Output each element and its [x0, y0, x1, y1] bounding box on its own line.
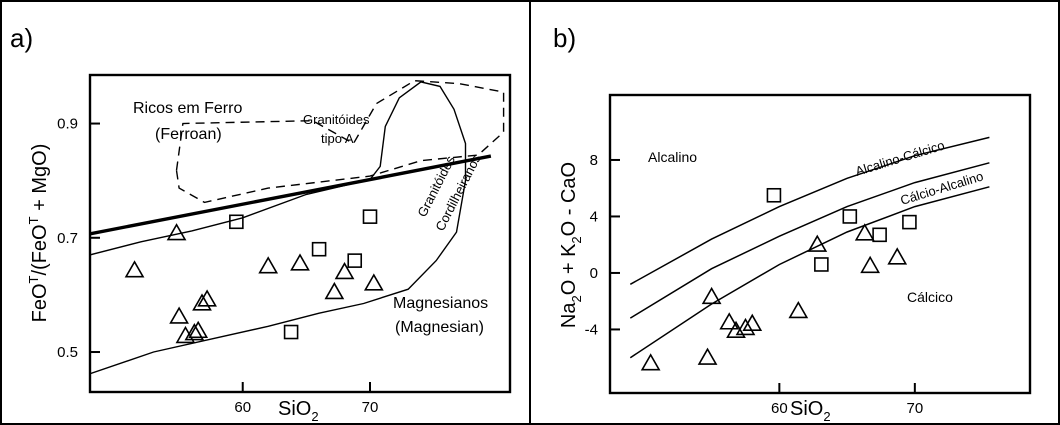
panel-b-ticks: 8 4 0 -4 60 70 — [585, 152, 924, 417]
panel-b-y-tick-label: -4 — [585, 321, 598, 338]
panel-b-square-point — [902, 214, 917, 230]
panel-a-triangle-point — [258, 256, 279, 274]
annotation-alcalino: Alcalino — [648, 149, 697, 165]
panel-a-x-tick-label: 60 — [234, 399, 251, 416]
annotation-alcalino-calcico: Alcalino-Cálcico — [853, 137, 946, 178]
panel-a-square-point — [347, 253, 363, 268]
panel-a-triangle-point — [363, 273, 384, 291]
panel-b-triangle-point — [788, 300, 809, 319]
annotation-magnesian: (Magnesian) — [395, 319, 484, 336]
panel-b-triangle-point — [701, 286, 722, 305]
panel-b-triangle-point — [640, 353, 661, 371]
ferroan-magnesian-boundary — [90, 154, 492, 236]
panel-a-triangle-point — [192, 293, 212, 311]
panel-a-square-point — [283, 324, 299, 340]
boundary-curve-calcio-alcalino — [629, 186, 990, 359]
panel-b: b) 8 4 0 -4 60 70 Alcalino Alcalino-Cálcico C… — [553, 23, 1032, 424]
panel-b-triangle-point — [854, 223, 875, 241]
panel-a-fields — [90, 79, 505, 375]
panel-b-triangle-point — [860, 255, 881, 274]
panel-a-y-tick-label: 0.5 — [57, 344, 78, 361]
panel-a-square-point — [362, 209, 378, 224]
panel-a-x-axis-label: SiO2 — [278, 398, 319, 424]
panel-b-y-axis-label: Na2O + K2O - CaO — [558, 162, 584, 328]
panel-a-triangle-point — [175, 325, 196, 344]
boundary-curve-alcalino-calcico — [629, 162, 990, 319]
panel-a-triangle-point — [124, 260, 145, 278]
panel-a-y-axis-label: FeOT/(FeOT + MgO) — [26, 144, 51, 323]
annotation-ricos-em-ferro: Ricos em Ferro — [133, 100, 242, 117]
panel-b-y-tick-label: 0 — [590, 265, 598, 282]
panel-b-points — [640, 187, 917, 371]
panel-b-y-tick-label: 4 — [590, 208, 598, 225]
panel-b-square-point — [872, 227, 887, 243]
panel-a-triangle-point — [169, 306, 189, 324]
annotation-granitoides-tipo-a-2: tipo A — [321, 131, 354, 146]
panel-b-triangle-point — [697, 347, 718, 365]
panel-a-triangle-point — [334, 261, 355, 280]
panel-a-points — [124, 209, 384, 344]
panel-b-triangle-point — [887, 247, 908, 265]
panel-a-triangle-point — [324, 281, 345, 300]
annotation-calcio-alcalino: Cálcio-Alcalino — [898, 168, 985, 207]
panel-a: a) 0.5 0.7 0.9 60 70 Ricos em Ferro (Ferroan… — [10, 23, 512, 424]
panel-b-square-point — [766, 187, 782, 203]
panel-b-plot-frame — [608, 93, 1032, 395]
panel-b-x-tick-label: 70 — [906, 400, 923, 417]
panel-a-y-tick-label: 0.7 — [57, 230, 78, 247]
panel-a-triangle-point — [197, 289, 217, 307]
annotation-calcico: Cálcico — [907, 289, 953, 305]
boundary-curve-alcalino — [629, 136, 990, 285]
panel-b-x-tick-label: 60 — [771, 400, 788, 417]
panel-b-y-tick-label: 8 — [590, 152, 598, 169]
panel-b-triangle-point — [807, 234, 828, 252]
panel-a-plot-frame — [88, 73, 512, 394]
panel-a-square-point — [229, 214, 244, 230]
panel-a-x-tick-label: 70 — [362, 399, 379, 416]
panel-a-triangle-point — [188, 320, 209, 339]
panel-b-fields — [629, 136, 990, 359]
panel-b-triangle-point — [735, 317, 756, 336]
panel-b-triangle-point — [719, 312, 740, 330]
panel-b-triangle-point — [742, 313, 763, 331]
annotation-ferroan: (Ferroan) — [155, 126, 222, 143]
cordilleran-field-outline — [90, 81, 467, 375]
panel-b-label: b) — [553, 23, 576, 53]
panel-a-triangle-point — [166, 223, 187, 241]
a-type-field-outline — [175, 79, 505, 204]
annotation-magnesianos: Magnesianos — [393, 295, 488, 312]
panel-a-square-point — [311, 241, 327, 257]
panel-a-triangle-point — [290, 253, 310, 271]
panel-a-triangle-point — [184, 323, 205, 341]
annotation-granitoides-tipo-a-1: Granitóides — [303, 112, 370, 127]
panel-a-label: a) — [10, 23, 33, 53]
panel-a-ticks: 0.5 0.7 0.9 60 70 — [57, 116, 378, 416]
panel-b-square-point — [842, 209, 858, 224]
panel-b-x-axis-label: SiO2 — [790, 398, 831, 424]
panel-b-square-point — [814, 257, 829, 272]
panel-a-y-tick-label: 0.9 — [57, 116, 78, 133]
